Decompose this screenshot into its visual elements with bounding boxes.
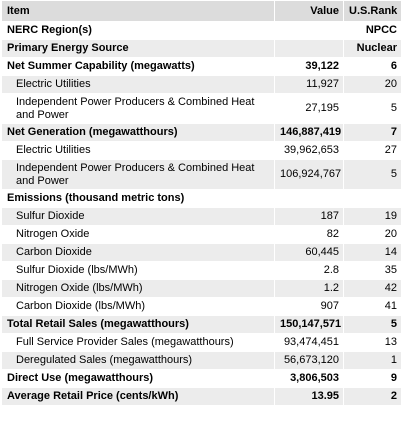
- row-rank: 5: [344, 316, 401, 333]
- row-value: 82: [275, 226, 343, 243]
- row-rank: 20: [344, 226, 401, 243]
- row-rank: 7: [344, 124, 401, 141]
- table-row: Average Retail Price (cents/kWh) 13.95 2: [2, 388, 401, 405]
- row-value: [275, 22, 343, 39]
- row-rank: 14: [344, 244, 401, 261]
- table-row: NERC Region(s) NPCC: [2, 22, 401, 39]
- row-value: 146,887,419: [275, 124, 343, 141]
- table-row: Sulfur Dioxide (lbs/MWh) 2.8 35: [2, 262, 401, 279]
- row-rank: 1: [344, 352, 401, 369]
- row-label: Nitrogen Oxide (lbs/MWh): [2, 280, 274, 297]
- table-row: Electric Utilities 11,927 20: [2, 76, 401, 93]
- table-row: Primary Energy Source Nuclear: [2, 40, 401, 57]
- row-value: 187: [275, 208, 343, 225]
- row-value: 907: [275, 298, 343, 315]
- table-row: Carbon Dioxide 60,445 14: [2, 244, 401, 261]
- table-row: Independent Power Producers & Combined H…: [2, 94, 401, 123]
- table-row: Total Retail Sales (megawatthours) 150,14…: [2, 316, 401, 333]
- row-value: 2.8: [275, 262, 343, 279]
- energy-profile-table: Item Value U.S.Rank NERC Region(s) NPCC Pr…: [1, 0, 402, 406]
- row-value: 93,474,451: [275, 334, 343, 351]
- row-rank: Nuclear: [344, 40, 401, 57]
- row-label: Nitrogen Oxide: [2, 226, 274, 243]
- row-value: 39,962,653: [275, 142, 343, 159]
- row-label: Full Service Provider Sales (megawatthou…: [2, 334, 274, 351]
- row-rank: 9: [344, 370, 401, 387]
- table-row: Direct Use (megawatthours) 3,806,503 9: [2, 370, 401, 387]
- row-value: 39,122: [275, 58, 343, 75]
- row-label: Total Retail Sales (megawatthours): [2, 316, 274, 333]
- row-value: 1.2: [275, 280, 343, 297]
- header-value: Value: [275, 1, 343, 21]
- row-value: 106,924,767: [275, 160, 343, 189]
- row-rank: 42: [344, 280, 401, 297]
- row-value: 60,445: [275, 244, 343, 261]
- row-label: Net Summer Capability (megawatts): [2, 58, 274, 75]
- row-label: Emissions (thousand metric tons): [2, 190, 274, 207]
- row-rank: [344, 190, 401, 207]
- table-row: Deregulated Sales (megawatthours) 56,673,…: [2, 352, 401, 369]
- table-row: Nitrogen Oxide 82 20: [2, 226, 401, 243]
- row-rank: NPCC: [344, 22, 401, 39]
- row-value: 150,147,571: [275, 316, 343, 333]
- row-label: Direct Use (megawatthours): [2, 370, 274, 387]
- row-label: Sulfur Dioxide: [2, 208, 274, 225]
- row-label: NERC Region(s): [2, 22, 274, 39]
- row-value: 13.95: [275, 388, 343, 405]
- row-value: 11,927: [275, 76, 343, 93]
- row-label: Independent Power Producers & Combined H…: [2, 160, 274, 189]
- row-value: [275, 40, 343, 57]
- table-header-row: Item Value U.S.Rank: [2, 1, 401, 21]
- row-rank: 5: [344, 160, 401, 189]
- table-row: Full Service Provider Sales (megawatthou…: [2, 334, 401, 351]
- row-rank: 35: [344, 262, 401, 279]
- row-value: [275, 190, 343, 207]
- row-label: Primary Energy Source: [2, 40, 274, 57]
- table-row: Sulfur Dioxide 187 19: [2, 208, 401, 225]
- row-rank: 5: [344, 94, 401, 123]
- row-label: Carbon Dioxide (lbs/MWh): [2, 298, 274, 315]
- table-row: Carbon Dioxide (lbs/MWh) 907 41: [2, 298, 401, 315]
- table-row: Net Generation (megawatthours) 146,887,41…: [2, 124, 401, 141]
- table-row: Nitrogen Oxide (lbs/MWh) 1.2 42: [2, 280, 401, 297]
- row-rank: 13: [344, 334, 401, 351]
- row-rank: 2: [344, 388, 401, 405]
- row-rank: 20: [344, 76, 401, 93]
- header-item: Item: [2, 1, 274, 21]
- row-label: Deregulated Sales (megawatthours): [2, 352, 274, 369]
- row-rank: 41: [344, 298, 401, 315]
- row-label: Net Generation (megawatthours): [2, 124, 274, 141]
- row-label: Average Retail Price (cents/kWh): [2, 388, 274, 405]
- row-label: Electric Utilities: [2, 142, 274, 159]
- row-label: Sulfur Dioxide (lbs/MWh): [2, 262, 274, 279]
- row-value: 3,806,503: [275, 370, 343, 387]
- table-body: NERC Region(s) NPCC Primary Energy Source N…: [2, 22, 401, 405]
- table-row: Electric Utilities 39,962,653 27: [2, 142, 401, 159]
- row-label: Electric Utilities: [2, 76, 274, 93]
- row-label: Carbon Dioxide: [2, 244, 274, 261]
- row-value: 27,195: [275, 94, 343, 123]
- row-rank: 6: [344, 58, 401, 75]
- row-label: Independent Power Producers & Combined H…: [2, 94, 274, 123]
- table-row: Independent Power Producers & Combined H…: [2, 160, 401, 189]
- row-rank: 19: [344, 208, 401, 225]
- table-row: Emissions (thousand metric tons): [2, 190, 401, 207]
- header-rank: U.S.Rank: [344, 1, 401, 21]
- row-rank: 27: [344, 142, 401, 159]
- table-row: Net Summer Capability (megawatts) 39,122 6: [2, 58, 401, 75]
- row-value: 56,673,120: [275, 352, 343, 369]
